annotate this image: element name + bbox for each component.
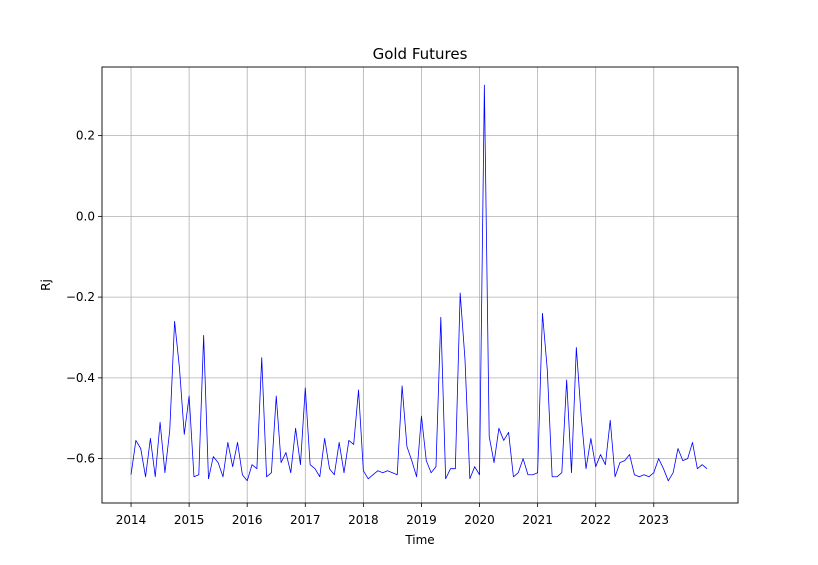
chart-title: Gold Futures xyxy=(373,45,468,63)
plot-frame xyxy=(101,66,739,504)
y-tick-label: −0.4 xyxy=(66,371,95,385)
x-tick-label: 2019 xyxy=(406,513,437,527)
x-tick-label: 2016 xyxy=(232,513,263,527)
y-tick-label: 0.2 xyxy=(76,129,95,143)
x-axis-ticks: 2014 2015 2016 2017 2018 2019 2020 2021 2022 2023 xyxy=(116,503,669,527)
x-tick-label: 2022 xyxy=(580,513,611,527)
x-tick-label: 2023 xyxy=(639,513,670,527)
x-gridlines xyxy=(130,67,655,503)
y-tick-label: 0.0 xyxy=(76,209,95,223)
x-tick-label: 2017 xyxy=(290,513,321,527)
x-tick-label: 2020 xyxy=(464,513,495,527)
x-axis-title: Time xyxy=(404,533,434,547)
y-axis-ticks: −0.6 −0.4 −0.2 0.0 0.2 xyxy=(66,129,102,466)
x-tick-label: 2015 xyxy=(174,513,205,527)
y-tick-label: −0.2 xyxy=(66,290,95,304)
x-tick-label: 2014 xyxy=(116,513,147,527)
x-tick-label: 2018 xyxy=(348,513,379,527)
series-line xyxy=(130,84,708,482)
y-tick-label: −0.6 xyxy=(66,452,95,466)
y-axis-title: Rj xyxy=(39,279,53,291)
x-tick-label: 2021 xyxy=(522,513,553,527)
